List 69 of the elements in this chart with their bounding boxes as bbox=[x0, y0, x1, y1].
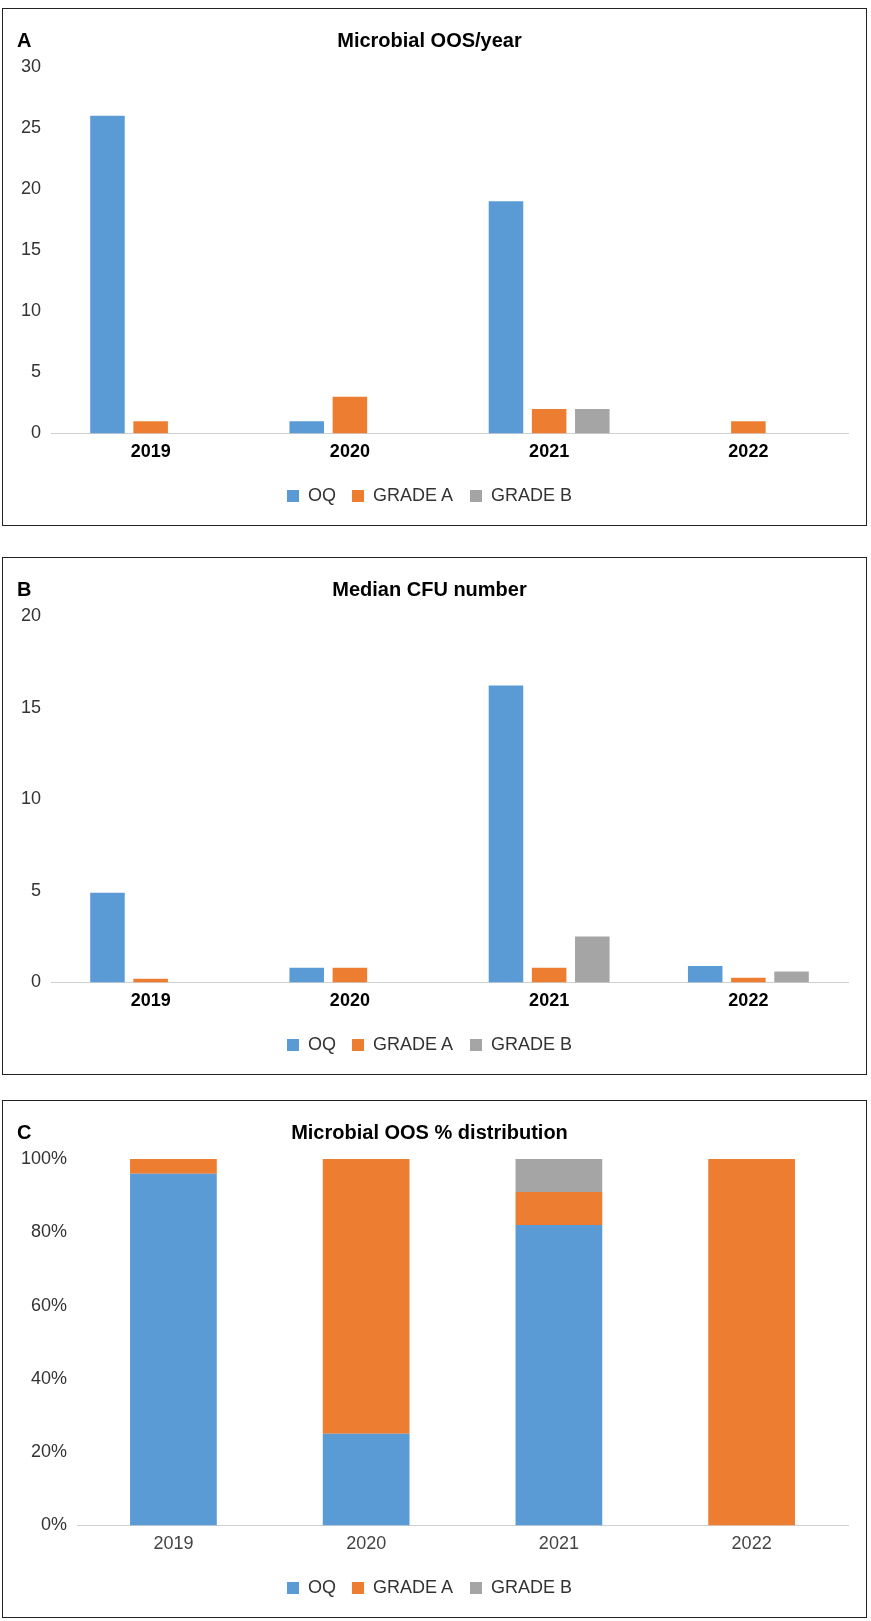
bar bbox=[322, 1433, 410, 1526]
y-tick-label: 0 bbox=[31, 971, 42, 992]
legend-label: GRADE B bbox=[491, 1576, 573, 1597]
text: A bbox=[17, 28, 32, 51]
x-tick-label: 2021 bbox=[529, 990, 570, 1011]
bar bbox=[130, 1173, 217, 1526]
y-tick-label: 0% bbox=[41, 1514, 68, 1535]
y-tick-label: 10 bbox=[20, 788, 42, 809]
text: B bbox=[17, 577, 32, 600]
x-tick-label: 2020 bbox=[346, 1533, 387, 1554]
legend-label: OQ bbox=[307, 1033, 336, 1054]
y-tick-label: 40% bbox=[31, 1367, 68, 1388]
bar bbox=[133, 421, 168, 434]
y-tick-label: 20 bbox=[20, 604, 42, 625]
bar bbox=[130, 1159, 217, 1174]
bar bbox=[332, 967, 368, 983]
bar bbox=[774, 971, 809, 983]
bar bbox=[289, 421, 324, 434]
legend-label: OQ bbox=[307, 1576, 336, 1597]
text: C bbox=[17, 1120, 32, 1143]
chart-title: Microbial OOS/year bbox=[337, 28, 522, 51]
x-tick-label: 2020 bbox=[329, 990, 370, 1011]
legend-label: OQ bbox=[307, 484, 336, 505]
y-tick-label: 5 bbox=[31, 879, 42, 900]
x-tick-label: 2019 bbox=[153, 1533, 194, 1554]
x-tick-label: 2021 bbox=[529, 441, 570, 462]
y-tick-label: 80% bbox=[31, 1221, 68, 1242]
bar bbox=[531, 408, 567, 434]
bar bbox=[90, 115, 125, 434]
legend-label: GRADE B bbox=[491, 484, 573, 505]
bar bbox=[531, 967, 567, 983]
bar bbox=[322, 1159, 410, 1434]
y-tick-label: 20 bbox=[20, 178, 42, 199]
y-tick-label: 30 bbox=[20, 55, 42, 76]
bar bbox=[90, 892, 125, 983]
y-tick-label: 0 bbox=[31, 422, 42, 443]
bar bbox=[488, 201, 524, 434]
x-tick-label: 2021 bbox=[538, 1533, 579, 1554]
y-tick-label: 5 bbox=[31, 361, 42, 382]
bar bbox=[515, 1191, 603, 1225]
legend-label: GRADE B bbox=[491, 1033, 573, 1054]
bar bbox=[289, 967, 324, 983]
y-tick-label: 25 bbox=[20, 117, 42, 138]
y-tick-label: 100% bbox=[20, 1147, 68, 1168]
y-tick-label: 10 bbox=[20, 300, 42, 321]
y-tick-label: 60% bbox=[31, 1294, 68, 1315]
x-tick-label: 2020 bbox=[329, 441, 370, 462]
y-tick-label: 20% bbox=[31, 1441, 68, 1462]
legend-label: GRADE A bbox=[372, 1033, 454, 1054]
x-tick-label: 2022 bbox=[731, 1533, 772, 1554]
bar bbox=[731, 421, 766, 434]
y-tick-label: 15 bbox=[20, 239, 42, 260]
chart-title: Median CFU number bbox=[332, 577, 527, 600]
x-tick-label: 2019 bbox=[130, 441, 171, 462]
bar bbox=[488, 685, 524, 983]
bar bbox=[575, 936, 610, 983]
bar bbox=[708, 1159, 795, 1526]
legend-label: GRADE A bbox=[372, 484, 454, 505]
x-tick-label: 2019 bbox=[130, 990, 171, 1011]
bar bbox=[575, 408, 610, 434]
x-tick-label: 2022 bbox=[728, 990, 769, 1011]
bar bbox=[687, 965, 723, 983]
chart-title: Microbial OOS % distribution bbox=[291, 1120, 568, 1143]
bar bbox=[332, 396, 368, 434]
bar bbox=[515, 1224, 603, 1526]
y-tick-label: 15 bbox=[20, 696, 42, 717]
bar bbox=[515, 1159, 603, 1192]
x-tick-label: 2022 bbox=[728, 441, 769, 462]
legend-label: GRADE A bbox=[372, 1576, 454, 1597]
